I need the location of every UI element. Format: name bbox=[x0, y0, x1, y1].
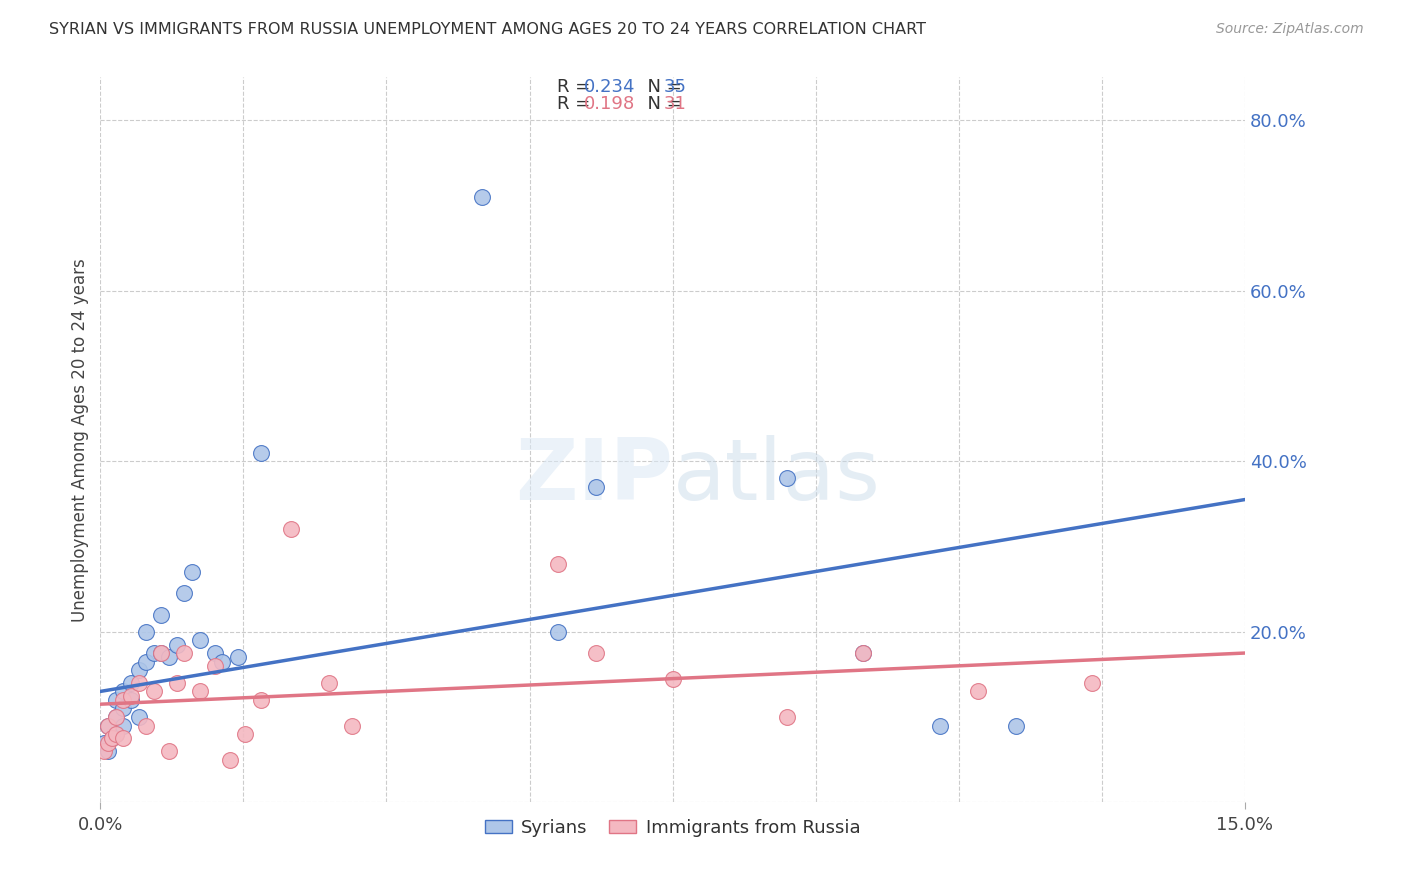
Point bbox=[188, 684, 211, 698]
Point bbox=[120, 676, 142, 690]
Point bbox=[104, 710, 127, 724]
Text: 35: 35 bbox=[664, 78, 686, 95]
Point bbox=[104, 710, 127, 724]
Point bbox=[150, 646, 173, 660]
Point bbox=[97, 744, 120, 758]
Point bbox=[120, 693, 142, 707]
Point bbox=[180, 565, 202, 579]
Point bbox=[852, 646, 875, 660]
Point bbox=[112, 731, 135, 746]
Text: Source: ZipAtlas.com: Source: ZipAtlas.com bbox=[1216, 22, 1364, 37]
Text: N =: N = bbox=[636, 78, 688, 95]
Point bbox=[966, 684, 988, 698]
Point bbox=[135, 624, 157, 639]
Point bbox=[128, 710, 150, 724]
Point bbox=[93, 735, 115, 749]
Point bbox=[157, 650, 180, 665]
Legend: Syrians, Immigrants from Russia: Syrians, Immigrants from Russia bbox=[478, 812, 868, 844]
Point bbox=[97, 718, 120, 732]
Point bbox=[233, 727, 256, 741]
Point bbox=[776, 710, 799, 724]
Point bbox=[547, 557, 569, 571]
Point bbox=[135, 718, 157, 732]
Text: R =: R = bbox=[557, 78, 596, 95]
Point bbox=[135, 655, 157, 669]
Point bbox=[150, 646, 173, 660]
Point bbox=[173, 646, 195, 660]
Point bbox=[204, 658, 226, 673]
Point bbox=[547, 624, 569, 639]
Text: SYRIAN VS IMMIGRANTS FROM RUSSIA UNEMPLOYMENT AMONG AGES 20 TO 24 YEARS CORRELAT: SYRIAN VS IMMIGRANTS FROM RUSSIA UNEMPLO… bbox=[49, 22, 927, 37]
Point bbox=[204, 646, 226, 660]
Point bbox=[112, 684, 135, 698]
Point bbox=[112, 718, 135, 732]
Text: N =: N = bbox=[636, 95, 688, 113]
Point bbox=[585, 480, 607, 494]
Point bbox=[93, 744, 115, 758]
Point bbox=[112, 701, 135, 715]
Text: R =: R = bbox=[557, 95, 596, 113]
Point bbox=[219, 753, 242, 767]
Text: 0.198: 0.198 bbox=[583, 95, 634, 113]
Text: atlas: atlas bbox=[672, 434, 880, 517]
Point bbox=[97, 718, 120, 732]
Point bbox=[150, 607, 173, 622]
Point bbox=[585, 646, 607, 660]
Point bbox=[101, 731, 124, 746]
Point bbox=[157, 744, 180, 758]
Y-axis label: Unemployment Among Ages 20 to 24 years: Unemployment Among Ages 20 to 24 years bbox=[72, 258, 89, 622]
Point bbox=[661, 672, 683, 686]
Point bbox=[226, 650, 249, 665]
Point bbox=[128, 676, 150, 690]
Point bbox=[142, 684, 165, 698]
Point bbox=[249, 445, 271, 459]
Point bbox=[1005, 718, 1028, 732]
Point bbox=[104, 727, 127, 741]
Point bbox=[211, 655, 233, 669]
Point bbox=[188, 633, 211, 648]
Point bbox=[166, 676, 188, 690]
Point bbox=[928, 718, 950, 732]
Text: 0.234: 0.234 bbox=[583, 78, 636, 95]
Point bbox=[166, 638, 188, 652]
Point bbox=[340, 718, 363, 732]
Point bbox=[173, 586, 195, 600]
Text: ZIP: ZIP bbox=[515, 434, 672, 517]
Point bbox=[104, 693, 127, 707]
Point bbox=[1081, 676, 1104, 690]
Point bbox=[120, 689, 142, 703]
Point bbox=[97, 735, 120, 749]
Point bbox=[101, 731, 124, 746]
Point bbox=[128, 663, 150, 677]
Point bbox=[280, 522, 302, 536]
Text: 31: 31 bbox=[664, 95, 686, 113]
Point bbox=[318, 676, 340, 690]
Point bbox=[471, 190, 494, 204]
Point bbox=[852, 646, 875, 660]
Point bbox=[776, 471, 799, 485]
Point bbox=[249, 693, 271, 707]
Point bbox=[112, 693, 135, 707]
Point bbox=[142, 646, 165, 660]
Point bbox=[104, 727, 127, 741]
